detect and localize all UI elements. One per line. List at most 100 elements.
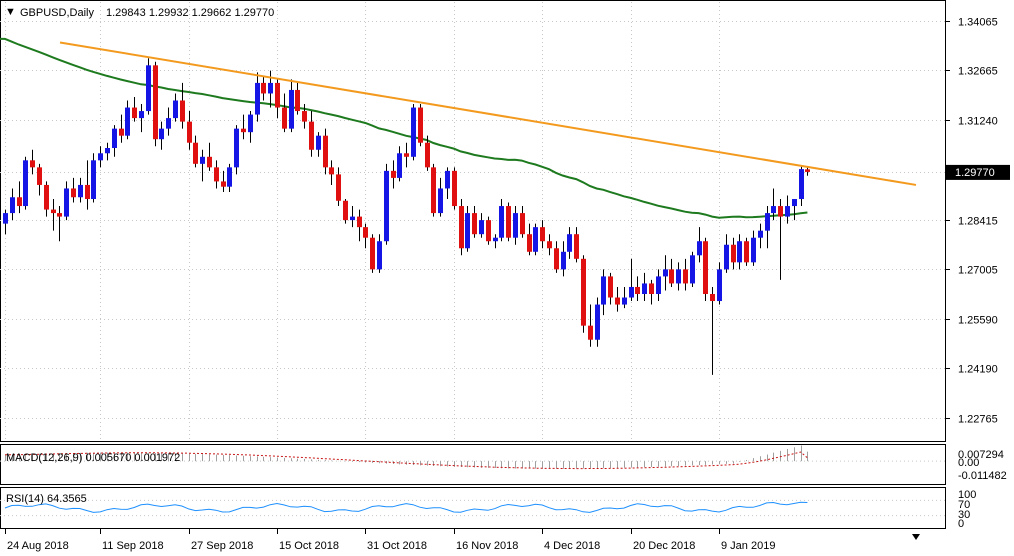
candle [486, 216, 491, 245]
macd-layer [0, 445, 946, 470]
candle [744, 237, 749, 266]
candle [98, 146, 103, 168]
price-tick-label: 1.28415 [958, 216, 998, 228]
candle [214, 160, 219, 189]
moving-average-line [0, 37, 808, 219]
candle-body [418, 107, 423, 143]
candle [282, 93, 287, 133]
candle-body [105, 148, 110, 154]
candle [309, 111, 314, 157]
candle [357, 209, 362, 242]
candle-body [506, 206, 511, 238]
candle [112, 125, 117, 157]
macd-tick-zero: 0.00 [958, 457, 979, 469]
candle-body [384, 170, 389, 242]
candle [731, 237, 736, 270]
candle-body [71, 188, 76, 198]
time-tick-label: 31 Oct 2018 [367, 540, 427, 552]
candle-body [771, 206, 776, 214]
candle [85, 160, 90, 210]
candle-body [119, 128, 124, 136]
candle [132, 96, 137, 122]
candle-body [710, 294, 715, 302]
rsi-tick-30: 30 [958, 509, 970, 521]
price-tick-label: 1.25590 [958, 315, 998, 327]
candle-body [173, 100, 178, 119]
candle-body [44, 184, 49, 210]
macd-signal-line [5, 451, 808, 470]
candle [105, 142, 110, 161]
candle-body [622, 297, 627, 305]
chart-shift-marker-icon[interactable] [912, 534, 920, 540]
candle [336, 167, 341, 207]
candle-body [404, 153, 409, 157]
candle [758, 223, 763, 249]
candle [676, 262, 681, 291]
chart-ohlc: 1.29843 1.29932 1.29662 1.29770 [106, 7, 274, 19]
candle [227, 163, 232, 192]
candle [567, 227, 572, 259]
candle [608, 272, 613, 305]
candle-body [234, 128, 239, 168]
macd-label: MACD(12,26,9) 0.005670 0.001972 [6, 452, 180, 464]
candle-body [561, 251, 566, 270]
candle [649, 279, 654, 305]
candle-body [3, 213, 8, 224]
candle [363, 223, 368, 249]
candle-body [397, 153, 402, 178]
candle [697, 227, 702, 263]
rsi-tick-70: 70 [958, 499, 970, 511]
header-arrow-icon[interactable]: ▼ [5, 6, 16, 18]
candle [499, 199, 504, 242]
candle [404, 142, 409, 168]
candle-body [465, 213, 470, 249]
candle [533, 223, 538, 256]
candle [785, 195, 790, 224]
candle [30, 149, 35, 175]
candle-body [758, 230, 763, 238]
macd-tick-top: 0.007294 [958, 449, 1004, 461]
candle [57, 206, 62, 242]
candle-body [567, 234, 572, 252]
candle [221, 170, 226, 192]
candle [397, 146, 402, 182]
candle-body [778, 206, 783, 217]
candle-body [370, 237, 375, 270]
candle [737, 234, 742, 270]
candle-body [227, 167, 232, 187]
candle [125, 100, 130, 140]
rsi-label: RSI(14) 64.3565 [6, 493, 87, 505]
resistance-trendline[interactable] [59, 41, 917, 186]
candle [520, 206, 525, 238]
candle-body [452, 170, 457, 207]
candle-body [425, 142, 430, 168]
candle [513, 206, 518, 245]
candle-body [649, 283, 654, 294]
candle [438, 177, 443, 217]
candle [10, 188, 15, 221]
candle [350, 206, 355, 228]
trendline-layer [59, 41, 917, 186]
candle-body [785, 206, 790, 217]
candle-body [731, 244, 736, 263]
candle [207, 142, 212, 171]
candle-body [350, 216, 355, 221]
candle-body [493, 237, 498, 242]
candle-body [635, 286, 640, 294]
candle-body [125, 107, 130, 136]
candle-body [724, 244, 729, 270]
candle-body [554, 248, 559, 270]
candle-body [64, 188, 69, 217]
candle-body [139, 111, 144, 119]
candle [51, 199, 56, 231]
candle [792, 199, 797, 221]
candle-body [221, 181, 226, 187]
rsi-tick-100: 100 [958, 489, 976, 501]
candle [724, 234, 729, 273]
candle-body [459, 206, 464, 249]
candle-body [309, 121, 314, 150]
candle [166, 107, 171, 136]
price-tick-label: 1.34065 [958, 17, 998, 29]
candle-body [268, 82, 273, 94]
candle-body [792, 199, 797, 207]
